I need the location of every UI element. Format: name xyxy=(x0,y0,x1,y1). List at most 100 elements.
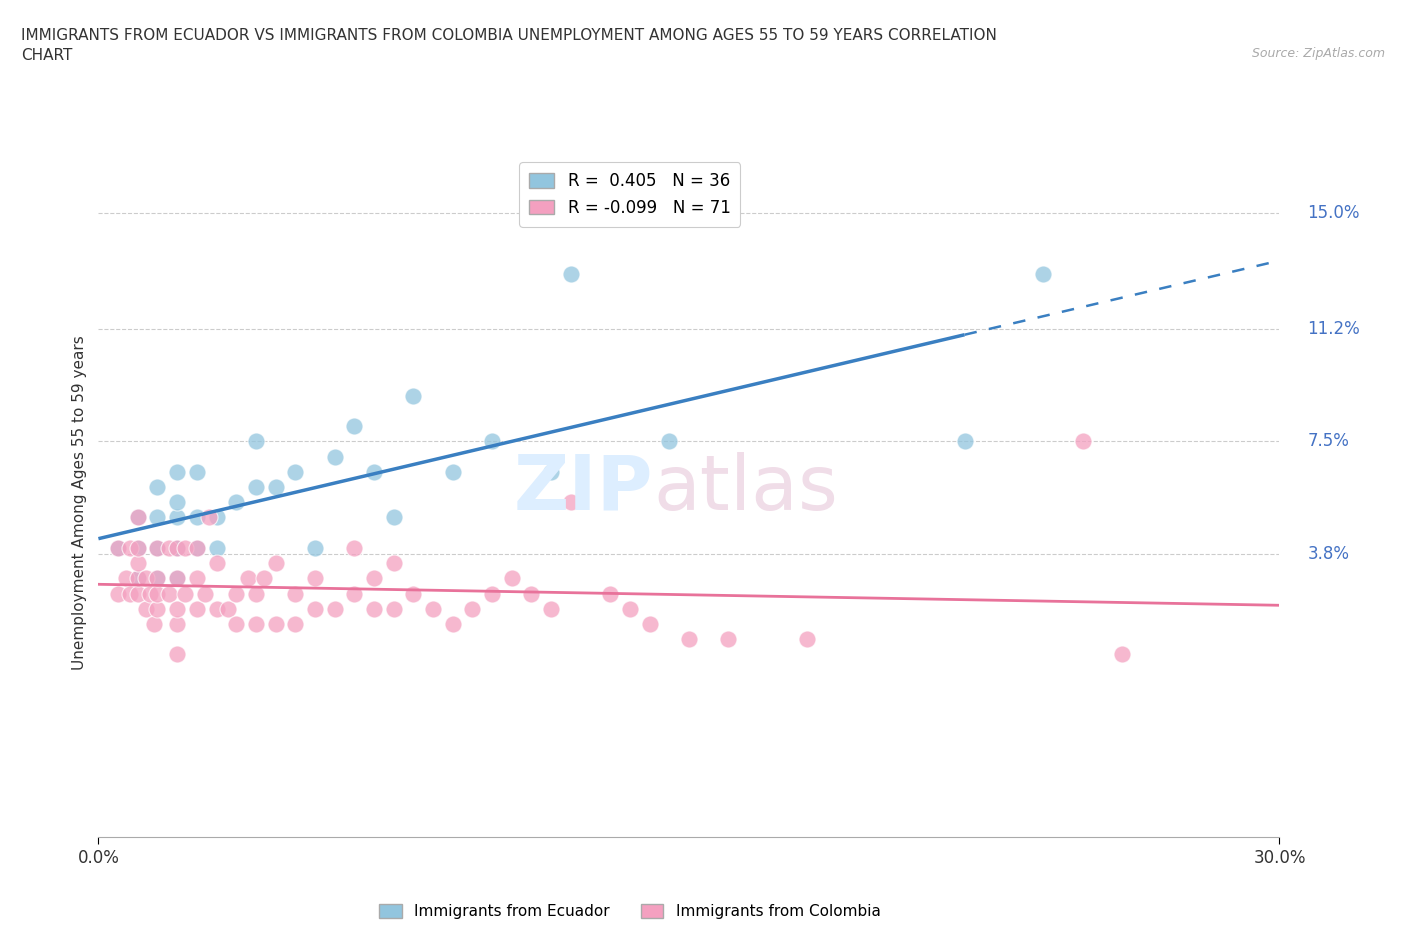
Point xyxy=(127,586,149,601)
Point xyxy=(284,586,307,601)
Point xyxy=(245,480,267,495)
Point xyxy=(264,617,287,631)
Point xyxy=(166,617,188,631)
Point xyxy=(441,617,464,631)
Point xyxy=(135,602,157,617)
Point xyxy=(461,602,484,617)
Point xyxy=(658,434,681,449)
Point xyxy=(481,434,503,449)
Text: 11.2%: 11.2% xyxy=(1308,320,1361,338)
Point xyxy=(540,464,562,479)
Point xyxy=(166,540,188,555)
Point xyxy=(284,617,307,631)
Point xyxy=(186,540,208,555)
Point xyxy=(540,602,562,617)
Point xyxy=(225,586,247,601)
Point xyxy=(127,571,149,586)
Point xyxy=(678,631,700,646)
Point xyxy=(166,602,188,617)
Point xyxy=(264,555,287,570)
Point xyxy=(402,388,425,403)
Point xyxy=(304,540,326,555)
Point xyxy=(107,586,129,601)
Point xyxy=(382,602,405,617)
Point xyxy=(481,586,503,601)
Point xyxy=(127,540,149,555)
Point xyxy=(323,449,346,464)
Point xyxy=(205,555,228,570)
Point xyxy=(146,571,169,586)
Point xyxy=(146,586,169,601)
Point xyxy=(205,540,228,555)
Point xyxy=(225,495,247,510)
Point xyxy=(186,464,208,479)
Point xyxy=(245,434,267,449)
Point xyxy=(166,571,188,586)
Point xyxy=(402,586,425,601)
Y-axis label: Unemployment Among Ages 55 to 59 years: Unemployment Among Ages 55 to 59 years xyxy=(72,335,87,670)
Point xyxy=(127,540,149,555)
Point xyxy=(343,418,366,433)
Point xyxy=(599,586,621,601)
Point xyxy=(107,540,129,555)
Point xyxy=(142,617,165,631)
Text: Source: ZipAtlas.com: Source: ZipAtlas.com xyxy=(1251,46,1385,60)
Point xyxy=(146,540,169,555)
Point xyxy=(166,540,188,555)
Point xyxy=(166,510,188,525)
Point xyxy=(146,540,169,555)
Point xyxy=(127,571,149,586)
Text: 3.8%: 3.8% xyxy=(1308,545,1350,563)
Point xyxy=(343,540,366,555)
Point xyxy=(245,586,267,601)
Point xyxy=(796,631,818,646)
Point xyxy=(363,602,385,617)
Point xyxy=(717,631,740,646)
Point xyxy=(186,510,208,525)
Text: IMMIGRANTS FROM ECUADOR VS IMMIGRANTS FROM COLOMBIA UNEMPLOYMENT AMONG AGES 55 T: IMMIGRANTS FROM ECUADOR VS IMMIGRANTS FR… xyxy=(21,28,997,62)
Point xyxy=(115,571,138,586)
Point xyxy=(146,480,169,495)
Point xyxy=(186,571,208,586)
Point xyxy=(363,571,385,586)
Point xyxy=(236,571,259,586)
Point xyxy=(638,617,661,631)
Point xyxy=(264,480,287,495)
Legend: Immigrants from Ecuador, Immigrants from Colombia: Immigrants from Ecuador, Immigrants from… xyxy=(373,898,887,925)
Point xyxy=(225,617,247,631)
Text: atlas: atlas xyxy=(654,452,838,525)
Point xyxy=(166,495,188,510)
Point xyxy=(186,602,208,617)
Point xyxy=(953,434,976,449)
Point xyxy=(146,602,169,617)
Point xyxy=(127,510,149,525)
Point xyxy=(127,555,149,570)
Point xyxy=(118,586,141,601)
Point xyxy=(619,602,641,617)
Text: ZIP: ZIP xyxy=(515,452,654,525)
Point xyxy=(194,586,217,601)
Text: 15.0%: 15.0% xyxy=(1308,204,1360,222)
Point xyxy=(197,510,219,525)
Point xyxy=(245,617,267,631)
Point xyxy=(157,540,180,555)
Point xyxy=(304,602,326,617)
Point xyxy=(205,510,228,525)
Point xyxy=(118,540,141,555)
Point xyxy=(501,571,523,586)
Point xyxy=(343,586,366,601)
Text: 7.5%: 7.5% xyxy=(1308,432,1350,450)
Point xyxy=(560,495,582,510)
Point xyxy=(166,571,188,586)
Point xyxy=(323,602,346,617)
Point xyxy=(363,464,385,479)
Point xyxy=(135,571,157,586)
Point xyxy=(253,571,276,586)
Point xyxy=(304,571,326,586)
Point xyxy=(166,464,188,479)
Point xyxy=(107,540,129,555)
Point xyxy=(382,555,405,570)
Point xyxy=(284,464,307,479)
Point xyxy=(1032,267,1054,282)
Point xyxy=(174,586,197,601)
